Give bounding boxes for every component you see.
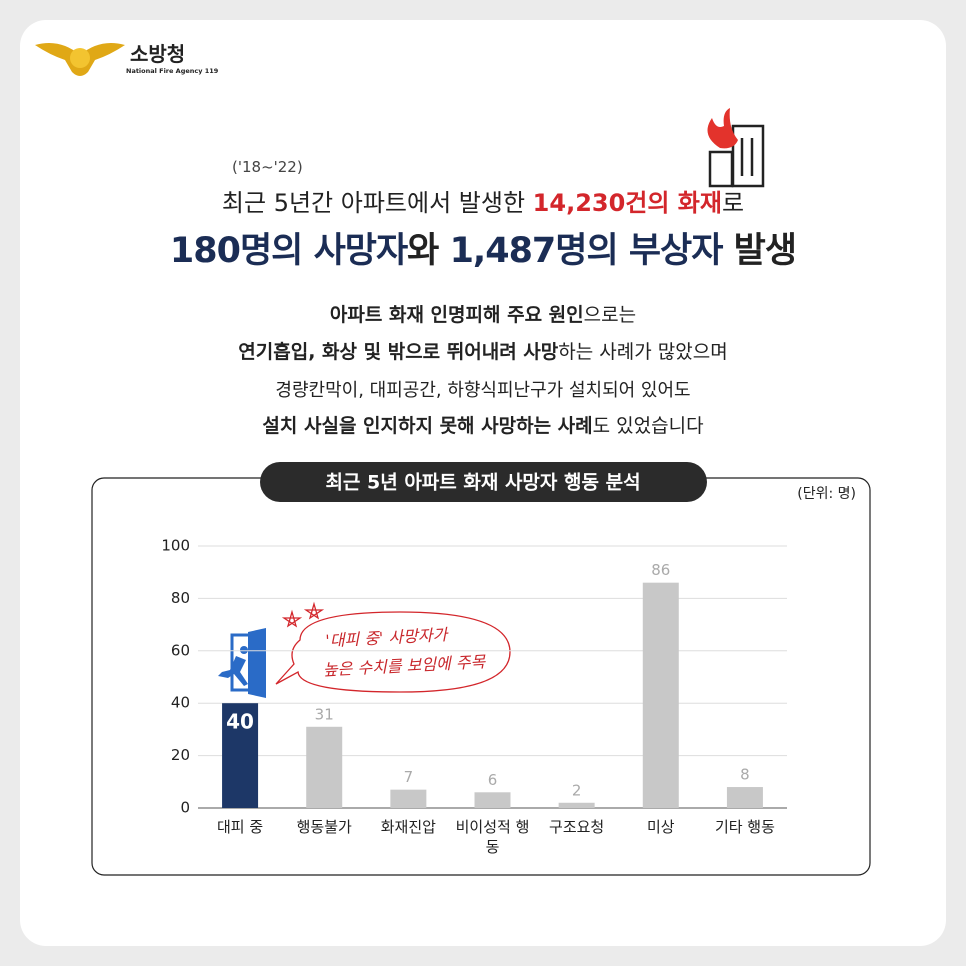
bold: 설치 사실을 인지하지 못해 사망하는 사례 [262, 415, 593, 437]
y-tick-label: 0 [180, 799, 190, 817]
unit-label: (단위: 명) [797, 486, 856, 502]
bold: 아파트 화재 인명피해 주요 원인 [329, 304, 584, 326]
bar [474, 792, 511, 808]
body-1: 아파트 화재 인명피해 주요 원인으로는 [0, 300, 966, 327]
exit-icon [218, 628, 266, 698]
x-tick-label: 기타 행동 [714, 818, 775, 836]
value-label: 8 [740, 766, 750, 784]
logo-emblem [35, 42, 125, 76]
x-tick-label: 화재진압 [380, 818, 436, 836]
period: ('18~'22) [232, 158, 303, 176]
value-label: 86 [651, 561, 670, 579]
x-tick-label: 미상 [646, 818, 675, 836]
agency-name: 소방청 [130, 42, 186, 66]
annotation-bubble [275, 601, 511, 693]
text: 으로는 [583, 304, 637, 326]
y-tick-label: 40 [171, 694, 190, 712]
y-tick-label: 80 [171, 589, 190, 607]
highlight: 180명의 사망자 [169, 231, 408, 271]
body-3: 경량칸막이, 대피공간, 하향식피난구가 설치되어 있어도 [275, 380, 691, 401]
chart-frame [91, 477, 871, 876]
value-label: 6 [488, 771, 498, 789]
chart-title: 최근 5년 아파트 화재 사망자 행동 분석 [325, 472, 640, 494]
body-2: 연기흡입, 화상 및 밖으로 뛰어내려 사망하는 사례가 많았으며 [0, 337, 966, 364]
value-label: 7 [404, 768, 414, 786]
x-tick-label: 행동불가 [296, 818, 352, 836]
bar [390, 789, 427, 808]
x-tick-label: 비이성적 행동 [455, 818, 530, 856]
bar [306, 726, 343, 808]
bar [642, 582, 679, 808]
headline-1: 최근 5년간 아파트에서 발생한 14,230건의 화재로 [0, 183, 966, 218]
y-tick-label: 100 [161, 537, 190, 555]
text: 와 [407, 231, 450, 271]
value-label: 31 [315, 705, 334, 723]
text: 로 [721, 189, 745, 217]
body-4: 설치 사실을 인지하지 못해 사망하는 사례도 있었습니다 [0, 411, 966, 438]
text: 발생 [722, 231, 797, 271]
text: 최근 5년간 아파트에서 발생한 [221, 189, 533, 217]
headline-2: 180명의 사망자와 1,487명의 부상자 발생 [0, 222, 966, 273]
y-tick-label: 20 [171, 746, 190, 764]
x-tick-label: 대피 중 [216, 818, 264, 836]
value-label: 2 [572, 781, 582, 799]
bar [558, 802, 595, 808]
bold: 연기흡입, 화상 및 밖으로 뛰어내려 사망 [238, 341, 559, 363]
bar [726, 787, 763, 808]
highlight: 1,487명의 부상자 [449, 231, 724, 271]
highlight: 14,230건의 화재 [532, 189, 722, 217]
text: 하는 사례가 많았으며 [558, 341, 728, 363]
title-pill [260, 462, 707, 502]
fire-building-icon [707, 108, 765, 188]
value-label: 40 [226, 710, 254, 734]
agency-en: National Fire Agency 119 [126, 67, 219, 75]
bar [222, 703, 259, 808]
y-tick-label: 60 [171, 641, 190, 659]
text: 도 있었습니다 [592, 415, 704, 437]
x-tick-label: 구조요청 [549, 818, 605, 836]
